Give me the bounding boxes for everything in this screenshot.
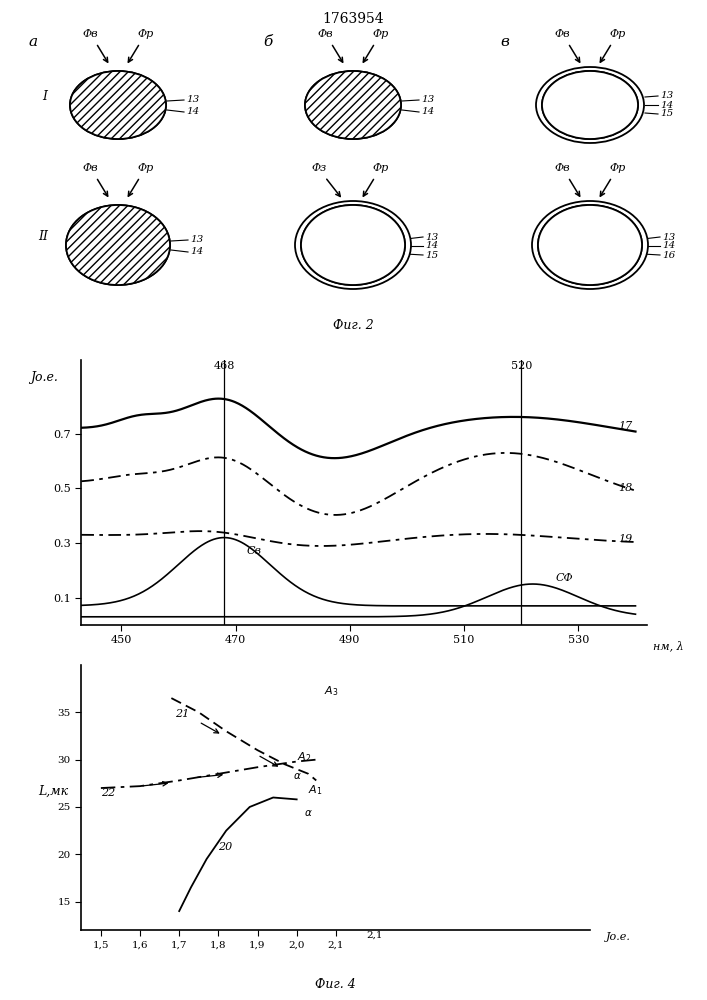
Text: 14: 14 <box>421 107 434 116</box>
Text: 468: 468 <box>214 361 235 371</box>
Text: 13: 13 <box>190 235 203 244</box>
Text: Jо.е.: Jо.е. <box>30 371 58 384</box>
Text: Φр: Φр <box>138 29 154 39</box>
Text: $A_2$: $A_2$ <box>297 751 311 764</box>
Ellipse shape <box>538 205 642 285</box>
Text: Φв: Φв <box>317 29 333 39</box>
Ellipse shape <box>532 201 648 289</box>
Text: в: в <box>500 35 509 49</box>
Text: б: б <box>263 35 272 49</box>
Ellipse shape <box>301 205 405 285</box>
Text: Cв: Cв <box>247 546 262 556</box>
Text: 520: 520 <box>510 361 532 371</box>
Text: а: а <box>28 35 37 49</box>
Text: 22: 22 <box>101 788 115 798</box>
Ellipse shape <box>70 71 166 139</box>
Text: 17: 17 <box>619 421 633 431</box>
Text: 19: 19 <box>619 534 633 544</box>
Text: 13: 13 <box>660 92 673 101</box>
Text: Φв: Φв <box>82 29 98 39</box>
Ellipse shape <box>305 71 401 139</box>
Text: 15: 15 <box>425 250 438 259</box>
Text: 2,1: 2,1 <box>367 931 383 940</box>
Text: Φз: Φз <box>311 163 327 173</box>
Text: 1763954: 1763954 <box>322 12 384 26</box>
Ellipse shape <box>542 71 638 139</box>
Text: 14: 14 <box>662 241 675 250</box>
Text: $A_1$: $A_1$ <box>308 783 323 797</box>
Ellipse shape <box>542 71 638 139</box>
Ellipse shape <box>536 67 644 143</box>
Text: $\alpha$: $\alpha$ <box>293 771 301 781</box>
Text: Фиг. 3: Фиг. 3 <box>344 673 385 686</box>
Ellipse shape <box>70 71 166 139</box>
Text: Φв: Φв <box>554 163 570 173</box>
Ellipse shape <box>66 205 170 285</box>
Text: 16: 16 <box>662 250 675 259</box>
Text: Φр: Φр <box>610 163 626 173</box>
Text: 13: 13 <box>186 96 199 104</box>
Ellipse shape <box>538 205 642 285</box>
Text: Φр: Φр <box>373 163 389 173</box>
Text: Φв: Φв <box>82 163 98 173</box>
Text: 15: 15 <box>660 109 673 118</box>
Ellipse shape <box>295 201 411 289</box>
Text: 14: 14 <box>425 241 438 250</box>
Ellipse shape <box>305 71 401 139</box>
Text: $\alpha$: $\alpha$ <box>305 808 313 818</box>
Text: Фиг. 4: Фиг. 4 <box>315 978 356 991</box>
Text: I: I <box>42 90 47 103</box>
Text: 13: 13 <box>662 232 675 241</box>
Text: Φр: Φр <box>610 29 626 39</box>
Text: 13: 13 <box>425 232 438 241</box>
Text: Φр: Φр <box>373 29 389 39</box>
Text: 14: 14 <box>190 247 203 256</box>
Y-axis label: L,мк: L,мк <box>38 784 69 798</box>
Text: 20: 20 <box>218 842 233 852</box>
Text: 13: 13 <box>421 96 434 104</box>
Ellipse shape <box>301 205 405 285</box>
Text: CΦ: CΦ <box>556 573 573 583</box>
Text: $A_3$: $A_3$ <box>324 685 339 698</box>
Ellipse shape <box>66 205 170 285</box>
Text: Фиг. 2: Фиг. 2 <box>332 319 373 332</box>
Text: 18: 18 <box>619 483 633 493</box>
Text: Jо.е.: Jо.е. <box>606 932 631 942</box>
Text: Φр: Φр <box>138 163 154 173</box>
Text: II: II <box>38 230 48 243</box>
Text: 14: 14 <box>186 107 199 116</box>
Text: 21: 21 <box>175 709 189 719</box>
Text: 14: 14 <box>660 101 673 109</box>
Text: нм, λ: нм, λ <box>653 641 683 652</box>
Text: Φв: Φв <box>554 29 570 39</box>
